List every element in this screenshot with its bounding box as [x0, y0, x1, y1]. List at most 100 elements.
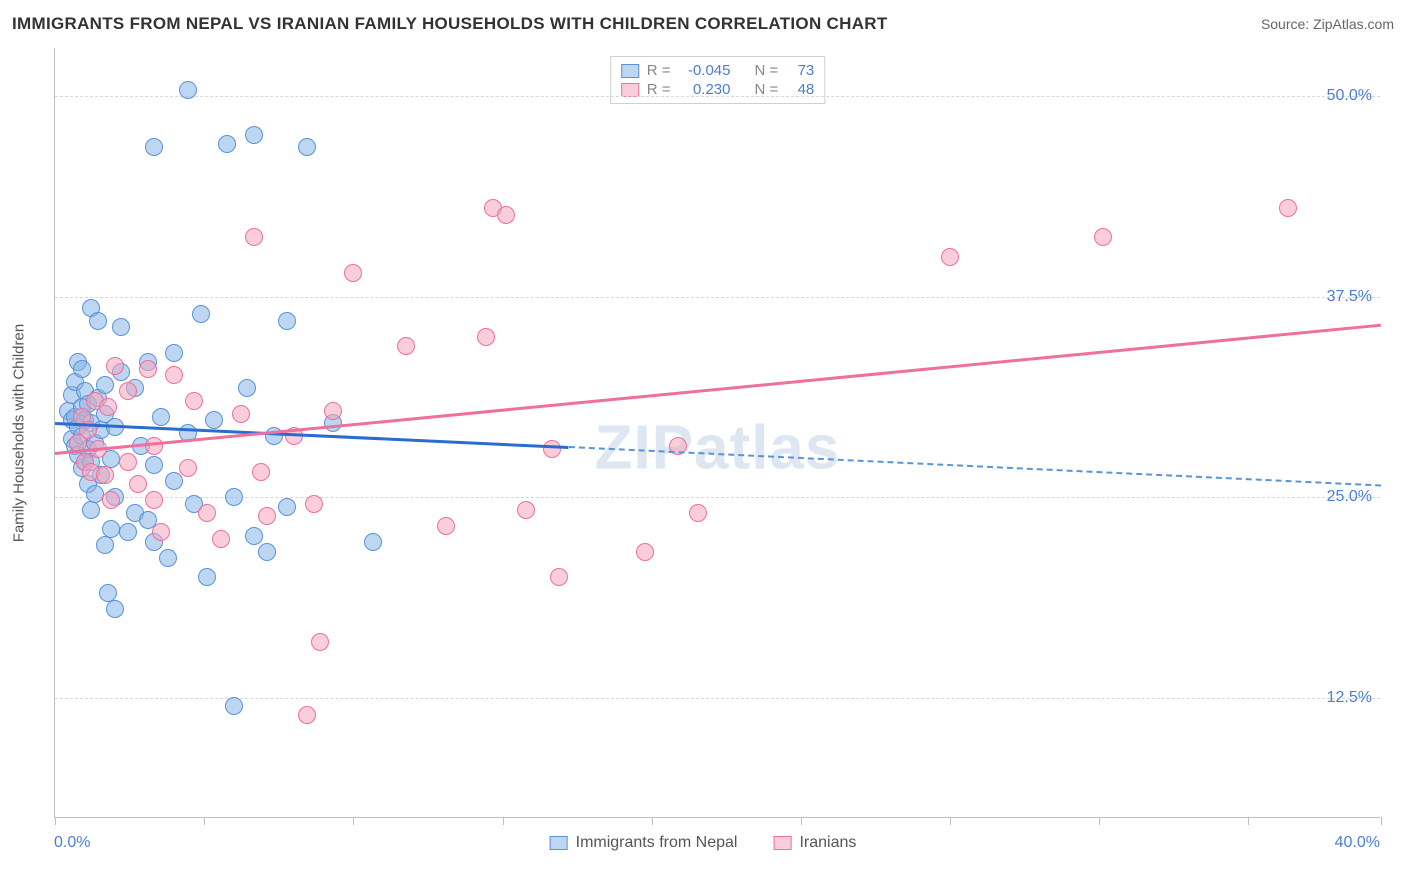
nepal-point	[198, 568, 216, 586]
nepal-point	[245, 527, 263, 545]
nepal-point	[225, 488, 243, 506]
iranians-point	[1094, 228, 1112, 246]
nepal-point	[145, 138, 163, 156]
nepal-point	[96, 536, 114, 554]
nepal-point	[86, 485, 104, 503]
iranians-point	[517, 501, 535, 519]
nepal-point	[73, 360, 91, 378]
iranians-point	[165, 366, 183, 384]
nepal-point	[152, 408, 170, 426]
y-axis-label: Family Households with Children	[11, 323, 28, 541]
nepal-point	[278, 498, 296, 516]
iranians-point	[145, 491, 163, 509]
nepal-point	[159, 549, 177, 567]
nepal-point	[89, 312, 107, 330]
iranians-point	[437, 517, 455, 535]
iranians-point	[311, 633, 329, 651]
iranians-point	[543, 440, 561, 458]
iranians-point	[96, 466, 114, 484]
iranians-point	[324, 402, 342, 420]
legend-item-label: Immigrants from Nepal	[576, 834, 738, 852]
iranians-point	[689, 504, 707, 522]
title-row: IMMIGRANTS FROM NEPAL VS IRANIAN FAMILY …	[12, 14, 1394, 34]
iranians-point	[198, 504, 216, 522]
x-tick	[1381, 817, 1382, 825]
x-axis-max: 40.0%	[1335, 834, 1380, 852]
swatch-blue-icon	[550, 836, 568, 850]
iranians-point	[397, 337, 415, 355]
iranians-point	[245, 228, 263, 246]
gridline-label: 12.5%	[1327, 689, 1372, 707]
x-axis-min: 0.0%	[54, 834, 90, 852]
r-label: R =	[647, 62, 671, 79]
iranians-point	[497, 206, 515, 224]
nepal-point	[192, 305, 210, 323]
x-tick	[801, 817, 802, 825]
iranians-point	[179, 459, 197, 477]
iranians-point	[119, 453, 137, 471]
gridline	[55, 96, 1380, 97]
iranians-point	[119, 382, 137, 400]
iranians-point	[477, 328, 495, 346]
nepal-point	[225, 697, 243, 715]
swatch-blue-icon	[621, 64, 639, 78]
nepal-point	[258, 543, 276, 561]
legend-item: Iranians	[773, 834, 856, 852]
nepal-point	[364, 533, 382, 551]
x-tick	[204, 817, 205, 825]
legend-series: Immigrants from Nepal Iranians	[550, 834, 857, 852]
nepal-point	[165, 344, 183, 362]
iranians-point	[129, 475, 147, 493]
nepal-point	[179, 81, 197, 99]
nepal-trend-dash	[569, 446, 1381, 486]
nepal-point	[145, 456, 163, 474]
x-tick	[1099, 817, 1100, 825]
iranians-point	[305, 495, 323, 513]
iranians-point	[99, 398, 117, 416]
gridline	[55, 698, 1380, 699]
iranians-point	[258, 507, 276, 525]
x-tick	[503, 817, 504, 825]
swatch-pink-icon	[621, 83, 639, 97]
chart-title: IMMIGRANTS FROM NEPAL VS IRANIAN FAMILY …	[12, 14, 888, 34]
nepal-point	[82, 501, 100, 519]
nepal-point	[205, 411, 223, 429]
swatch-pink-icon	[773, 836, 791, 850]
iranians-point	[636, 543, 654, 561]
nepal-point	[112, 318, 130, 336]
gridline-label: 25.0%	[1327, 488, 1372, 506]
legend-item: Immigrants from Nepal	[550, 834, 738, 852]
x-tick	[950, 817, 951, 825]
gridline-label: 50.0%	[1327, 87, 1372, 105]
gridline-label: 37.5%	[1327, 288, 1372, 306]
iranians-point	[1279, 199, 1297, 217]
iranians-point	[232, 405, 250, 423]
iranians-point	[252, 463, 270, 481]
x-tick	[55, 817, 56, 825]
iranians-point	[941, 248, 959, 266]
iranians-point	[139, 360, 157, 378]
nepal-point	[106, 600, 124, 618]
nepal-point	[278, 312, 296, 330]
x-tick	[1248, 817, 1249, 825]
nepal-point	[298, 138, 316, 156]
plot-area: Family Households with Children ZIPatlas…	[54, 48, 1380, 818]
nepal-point	[245, 126, 263, 144]
n-value: 73	[786, 62, 814, 79]
iranians-point	[550, 568, 568, 586]
iranians-point	[344, 264, 362, 282]
watermark: ZIPatlas	[595, 412, 841, 483]
iranians-point	[298, 706, 316, 724]
r-value: -0.045	[679, 62, 731, 79]
iranians-point	[212, 530, 230, 548]
iranians-point	[152, 523, 170, 541]
nepal-point	[102, 520, 120, 538]
gridline	[55, 497, 1380, 498]
iranians-point	[102, 491, 120, 509]
legend-item-label: Iranians	[799, 834, 856, 852]
legend-stats-row: R = -0.045 N = 73	[621, 61, 815, 80]
nepal-point	[238, 379, 256, 397]
chart-container: IMMIGRANTS FROM NEPAL VS IRANIAN FAMILY …	[0, 0, 1406, 892]
iranians-point	[106, 357, 124, 375]
n-label: N =	[755, 62, 779, 79]
